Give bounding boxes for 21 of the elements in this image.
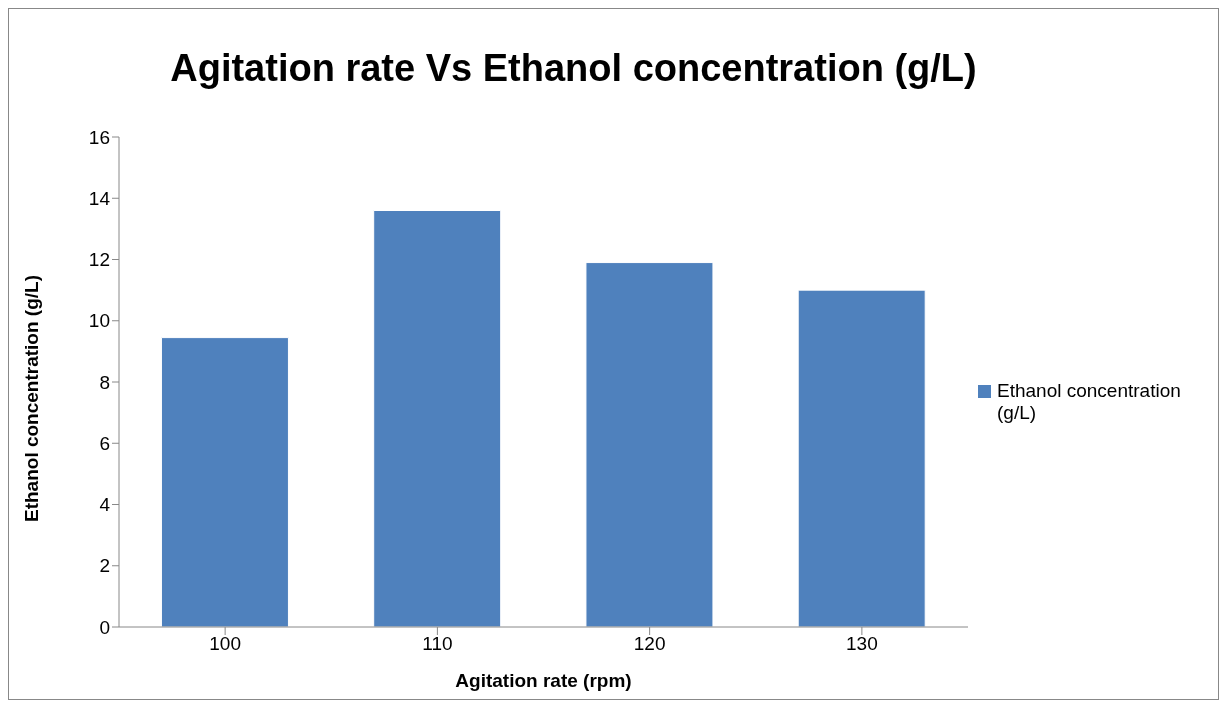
y-tick-label: 0 [99,616,110,638]
x-axis-title: Agitation rate (rpm) [455,670,632,691]
y-tick-label: 14 [88,187,111,209]
x-tick-label: 120 [633,633,666,655]
bar [585,262,714,627]
x-tick-label: 110 [422,633,453,655]
y-tick-label: 4 [99,494,111,516]
chart-title: Agitation rate Vs Ethanol concentration (g/L) [169,46,978,91]
y-axis-title: Ethanol concentration (g/L) [20,275,42,522]
y-tick-label: 12 [88,249,110,271]
bar [797,289,926,627]
y-tick-label: 2 [99,555,110,577]
y-tick-label: 10 [88,310,110,332]
bar [373,210,502,627]
x-tick-label: 130 [846,633,878,655]
y-tick-label: 6 [99,432,110,454]
bar [160,337,289,627]
x-tick-label: 100 [209,633,241,655]
legend-label: Ethanol concentration (g/L) [997,380,1182,424]
y-tick-label: 16 [88,126,110,148]
y-tick-label: 8 [99,371,110,393]
